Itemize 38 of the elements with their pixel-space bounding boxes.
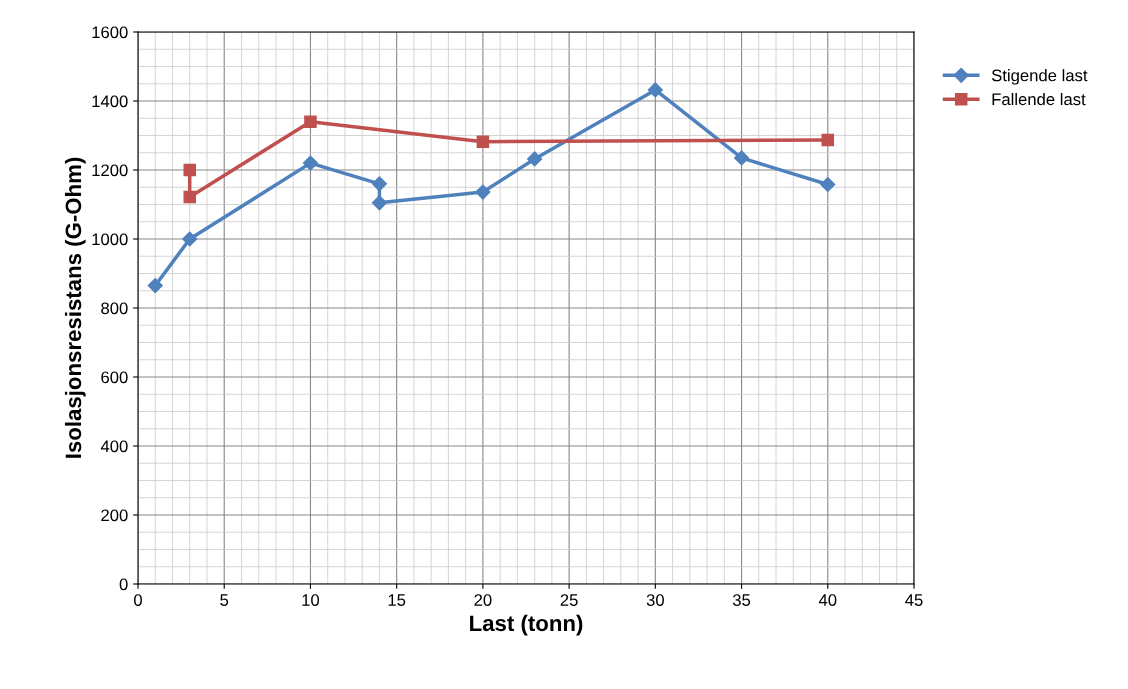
y-tick-label: 1400 xyxy=(92,95,128,108)
point xyxy=(182,231,198,247)
y-tick-label: 0 xyxy=(119,578,128,591)
x-tick-label: 5 xyxy=(220,594,229,606)
point xyxy=(183,163,196,177)
point xyxy=(304,115,317,128)
point xyxy=(147,278,163,294)
y-tick-label: 1000 xyxy=(92,233,128,246)
x-tick-label: 25 xyxy=(560,594,578,606)
x-tick-label: 10 xyxy=(302,594,320,606)
legend-label: Fallende last xyxy=(992,92,1086,106)
y-axis-title: Isolasjonsresistans (G-Ohm) xyxy=(64,157,86,458)
point xyxy=(475,184,491,200)
x-tick-label: 35 xyxy=(732,594,751,606)
point xyxy=(183,190,196,204)
y-tick-label: 800 xyxy=(101,302,128,315)
y-tick-label: 600 xyxy=(101,371,128,384)
y-tick-label: 1200 xyxy=(92,164,128,177)
point xyxy=(733,150,750,166)
point xyxy=(371,195,387,211)
y-tick-label: 400 xyxy=(100,440,128,453)
x-tick-label: 0 xyxy=(134,594,142,606)
y-tick-label: 1600 xyxy=(92,26,128,39)
x-axis-title: Last (tonn) xyxy=(470,614,583,636)
point xyxy=(647,82,663,98)
point xyxy=(527,151,543,167)
legend-label: Stigende last xyxy=(991,69,1088,85)
x-tick-label: 15 xyxy=(388,594,406,606)
x-tick-label: 40 xyxy=(818,594,837,606)
x-tick-label: 30 xyxy=(646,594,664,606)
y-tick-label: 200 xyxy=(101,509,128,522)
point xyxy=(371,176,387,192)
point xyxy=(820,176,836,193)
point xyxy=(476,135,490,148)
x-tick-label: 20 xyxy=(474,594,492,606)
point xyxy=(821,133,835,147)
x-tick-label: 45 xyxy=(905,594,923,606)
point xyxy=(302,155,319,171)
